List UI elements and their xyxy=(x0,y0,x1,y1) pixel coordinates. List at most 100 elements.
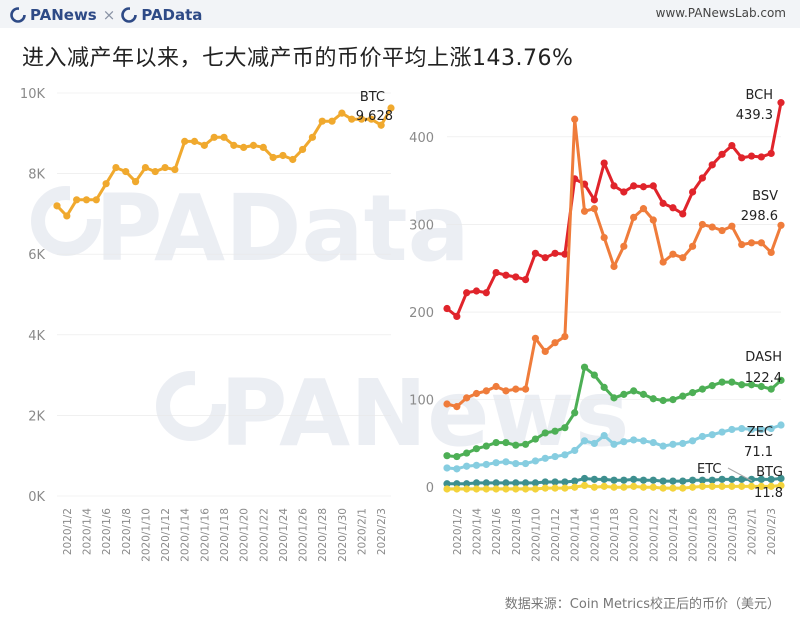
data-point-zec xyxy=(492,459,500,467)
data-point-dash xyxy=(767,385,775,393)
data-point-etc xyxy=(580,474,589,483)
data-point-btc xyxy=(161,163,169,172)
data-point-btg xyxy=(767,482,775,490)
data-point-dash xyxy=(502,438,510,447)
data-point-dash xyxy=(610,394,618,402)
data-point-btg xyxy=(472,485,481,493)
data-point-bch xyxy=(610,182,618,190)
data-point-etc xyxy=(463,480,471,488)
x-tick-label: 2020/1/10 xyxy=(530,508,542,562)
data-point-btg xyxy=(561,484,569,492)
x-tick-label: 2020/1/20 xyxy=(239,508,251,562)
data-point-zec xyxy=(472,461,481,469)
data-point-btg xyxy=(747,482,756,490)
data-point-bch xyxy=(688,188,697,196)
data-point-zec xyxy=(502,458,510,466)
data-point-etc xyxy=(492,479,500,487)
data-point-dash xyxy=(630,387,638,395)
data-point-etc xyxy=(747,475,756,483)
data-point-bch xyxy=(669,204,677,212)
data-point-bch xyxy=(600,159,608,167)
y-tick-label: 0 xyxy=(426,481,434,496)
data-point-bsv xyxy=(747,239,756,247)
data-point-btc xyxy=(318,117,326,125)
data-point-bsv xyxy=(718,226,726,235)
data-point-zec xyxy=(620,438,628,446)
data-point-bch xyxy=(463,289,471,297)
data-point-btc xyxy=(387,104,395,112)
y-tick-label: 4K xyxy=(28,329,45,344)
y-tick-label: 300 xyxy=(409,218,434,233)
data-point-bch xyxy=(512,273,520,281)
data-point-etc xyxy=(600,475,608,483)
data-point-btg xyxy=(443,485,451,493)
data-point-bsv xyxy=(571,115,579,123)
data-point-bsv xyxy=(512,385,520,393)
data-point-btg xyxy=(639,483,648,491)
data-point-bsv xyxy=(620,242,628,250)
data-point-zec xyxy=(669,440,677,448)
end-value-label-btg: 11.8 xyxy=(754,486,783,501)
btc-end-value-label: 9,628 xyxy=(356,109,393,124)
data-point-zec xyxy=(482,460,490,469)
data-point-dash xyxy=(728,378,736,386)
data-point-etc xyxy=(531,479,540,487)
data-point-btg xyxy=(531,485,540,493)
data-point-dash xyxy=(777,376,785,384)
data-point-bch xyxy=(708,161,716,169)
data-point-btc xyxy=(200,141,208,149)
data-point-bsv xyxy=(531,334,540,342)
data-point-btg xyxy=(688,483,697,491)
data-point-etc xyxy=(757,475,765,483)
data-point-dash xyxy=(738,381,746,389)
data-point-zec xyxy=(688,437,697,445)
end-value-label-bsv: 298.6 xyxy=(741,209,778,224)
x-tick-label: 2020/1/4 xyxy=(81,508,93,555)
data-point-bch xyxy=(561,250,569,258)
data-point-dash xyxy=(708,382,716,390)
data-point-bsv xyxy=(630,213,638,222)
data-point-bsv xyxy=(443,400,451,408)
data-point-etc xyxy=(698,476,707,484)
data-point-btc xyxy=(210,133,218,141)
data-point-zec xyxy=(718,428,726,436)
data-point-dash xyxy=(747,381,756,389)
data-point-zec xyxy=(649,438,657,447)
data-point-btc xyxy=(131,178,140,186)
y-tick-label: 400 xyxy=(409,131,434,146)
data-point-btg xyxy=(521,485,530,493)
padata-logo-icon xyxy=(121,7,138,23)
data-point-zec xyxy=(551,452,559,461)
data-point-bsv xyxy=(639,205,648,213)
x-tick-label: 2020/1/14 xyxy=(180,508,192,562)
data-point-btc xyxy=(141,163,150,172)
data-point-bsv xyxy=(492,382,500,391)
x-tick-label: 2020/1/14 xyxy=(570,508,582,562)
data-point-btg xyxy=(738,482,746,490)
data-point-btc xyxy=(279,151,287,160)
x-tick-label: 2020/1/20 xyxy=(629,508,641,562)
data-point-etc xyxy=(610,476,618,484)
data-point-zec xyxy=(590,439,598,448)
data-point-btg xyxy=(502,485,510,493)
data-point-bch xyxy=(492,268,500,277)
data-point-bsv xyxy=(738,240,746,249)
data-point-bch xyxy=(472,287,481,295)
series-label-bch: BCH xyxy=(745,88,773,103)
x-tick-label: 2020/1/2 xyxy=(452,508,464,555)
data-point-btg xyxy=(620,483,628,491)
y-tick-label: 6K xyxy=(28,248,45,263)
watermark-text: PANews xyxy=(220,360,629,467)
data-point-bsv xyxy=(551,339,559,347)
data-point-bsv xyxy=(669,250,677,258)
data-point-zec xyxy=(580,437,589,445)
data-point-etc xyxy=(443,480,451,488)
series-label-dash: DASH xyxy=(745,350,782,365)
data-point-btc xyxy=(328,117,336,125)
data-point-etc xyxy=(679,477,687,485)
data-point-btg xyxy=(659,484,667,492)
x-tick-label: 2020/1/6 xyxy=(101,508,113,555)
data-point-dash xyxy=(718,378,726,386)
x-tick-label: 2020/1/24 xyxy=(668,508,680,562)
data-point-zec xyxy=(630,436,638,444)
